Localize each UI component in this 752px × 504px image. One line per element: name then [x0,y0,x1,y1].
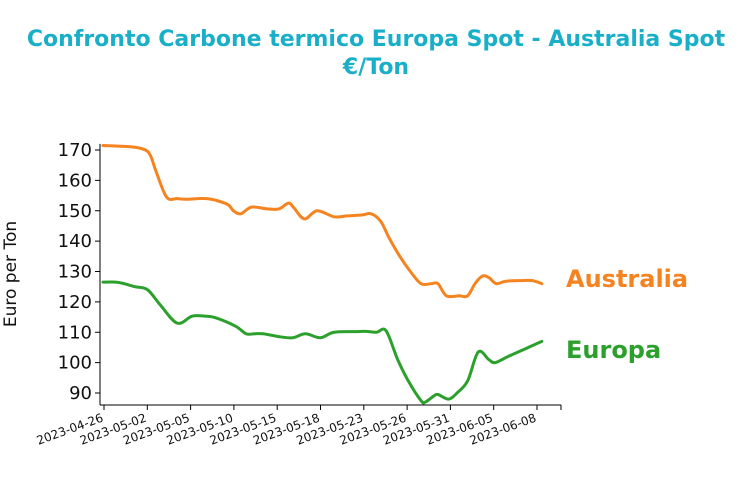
y-tick-label: 100 [58,353,92,374]
series-label-australia: Australia [566,265,688,293]
series-line-europa [101,280,544,405]
y-tick-label: 160 [58,170,92,191]
y-tick-label: 170 [58,140,92,161]
series-label-europa: Europa [566,336,661,364]
series-line-australia [101,143,544,299]
y-tick-label: 130 [58,262,92,283]
chart-title-line-2: €/Ton [342,55,409,80]
y-tick-label: 110 [58,322,92,343]
series-labels: Australia Europa [566,265,688,364]
y-axis-label: Euro per Ton [1,221,21,327]
y-tick-label: 140 [58,231,92,252]
series-lines [101,143,544,405]
chart-title-line-1: Confronto Carbone termico Europa Spot - … [27,27,726,52]
y-tick-label: 90 [69,383,92,404]
axes: 901001101201301401501601702023-04-262023… [35,140,562,448]
y-tick-label: 120 [58,292,92,313]
y-tick-label: 150 [58,201,92,222]
